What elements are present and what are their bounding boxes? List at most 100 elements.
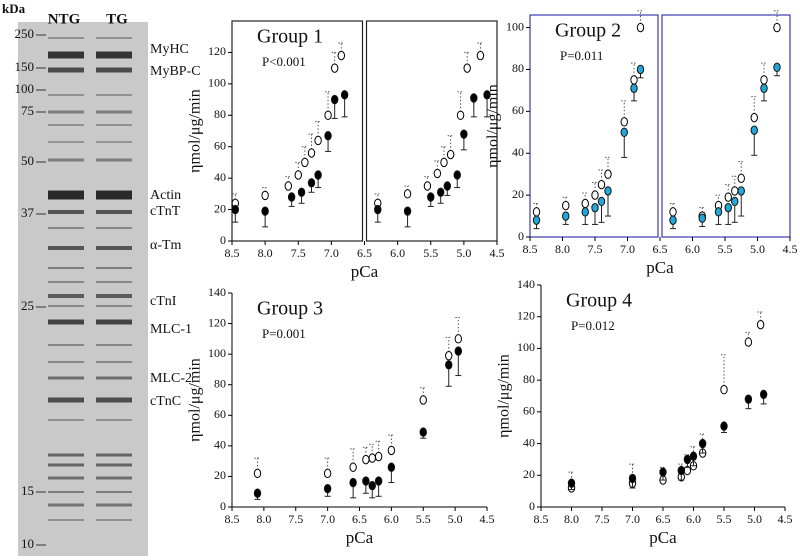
data-point <box>581 207 589 217</box>
marker-label: 250 <box>15 26 35 41</box>
data-point <box>324 110 332 120</box>
p-value: P=0.001 <box>262 326 306 341</box>
data-point <box>591 190 599 200</box>
data-point <box>460 129 468 139</box>
gel-band <box>48 503 84 507</box>
x-tick-label: 4.5 <box>480 512 495 526</box>
protein-label: cTnT <box>150 204 181 219</box>
data-point <box>330 94 339 105</box>
gel-band <box>96 246 132 250</box>
data-point <box>698 438 707 449</box>
data-point <box>368 480 376 491</box>
data-point <box>454 334 463 344</box>
frame <box>231 20 364 242</box>
data-point <box>714 207 723 217</box>
data-point <box>314 170 322 180</box>
data-point <box>597 179 606 190</box>
y-tick-label: 60 <box>214 138 226 152</box>
gel-band <box>96 190 132 200</box>
y-axis-label: ηmol/μg/min <box>485 84 502 168</box>
gel-band <box>96 305 132 307</box>
data-point <box>403 189 412 199</box>
marker-label: 25 <box>21 298 34 313</box>
x-tick-label: 6.0 <box>686 512 701 526</box>
data-point <box>669 207 677 217</box>
gel-band <box>48 344 84 346</box>
gel-band <box>96 519 132 521</box>
p-value: P=0.011 <box>560 48 603 63</box>
gel-band <box>48 397 84 403</box>
data-point <box>433 168 442 179</box>
gel-band <box>96 463 132 467</box>
data-point <box>581 198 589 209</box>
y-tick-label: 120 <box>208 315 226 329</box>
y-tick-label: 140 <box>517 277 535 291</box>
chart-title: Group 2 <box>555 20 621 42</box>
gel-band <box>96 397 132 403</box>
x-tick-label: 6.5 <box>653 242 668 256</box>
gel-band <box>48 491 84 493</box>
x-tick-label: 4.5 <box>783 242 798 256</box>
data-point <box>750 125 758 135</box>
y-tick-label: 0 <box>220 233 226 247</box>
data-point <box>773 22 781 33</box>
data-point <box>323 468 332 479</box>
gel-band <box>48 419 84 421</box>
frame <box>661 14 791 238</box>
p-value: P=0.012 <box>571 318 615 333</box>
frame <box>365 20 498 242</box>
data-point <box>724 202 732 213</box>
data-point <box>374 204 382 215</box>
gel-band <box>48 37 84 39</box>
gel-band <box>48 281 84 283</box>
data-point <box>419 427 427 437</box>
data-point <box>720 384 728 395</box>
data-point <box>463 63 471 73</box>
data-point <box>760 83 768 94</box>
x-tick-label: 8.5 <box>523 242 538 256</box>
data-point <box>744 394 753 404</box>
gel-band <box>48 361 84 363</box>
data-point <box>562 200 570 211</box>
gel-bands <box>48 37 132 521</box>
y-axis-label: ηmol/μg/min <box>187 89 204 173</box>
x-tick-label: 5.5 <box>416 512 431 526</box>
protein-label: MyBP-C <box>150 64 201 79</box>
marker-label: 10 <box>21 536 34 551</box>
gel-band <box>48 376 84 380</box>
x-tick-label: 8.0 <box>256 512 271 526</box>
y-tick-label: 120 <box>208 44 226 58</box>
y-axis-label: ηmol/μg/min <box>187 358 204 442</box>
data-point <box>483 90 491 100</box>
data-point <box>314 135 322 146</box>
x-tick-label: 6.0 <box>384 512 399 526</box>
y-tick-label: 40 <box>512 145 524 159</box>
chart-title: Group 1 <box>257 26 323 48</box>
gel-band <box>96 281 132 283</box>
data-point <box>562 211 570 221</box>
x-tick-label: 7.0 <box>625 512 640 526</box>
data-point <box>423 181 432 191</box>
data-point <box>720 421 728 431</box>
gel-band <box>96 503 132 507</box>
x-tick-label: 5.0 <box>456 246 471 260</box>
gel-band <box>48 158 84 162</box>
data-point <box>253 488 262 498</box>
gel-band <box>96 94 132 96</box>
data-point <box>307 178 316 188</box>
data-point <box>419 395 427 405</box>
protein-label: MyHC <box>150 42 189 57</box>
data-point <box>330 63 339 73</box>
x-tick-label: 6.5 <box>656 512 671 526</box>
x-tick-label: 7.5 <box>288 512 303 526</box>
x-tick-label: 8.0 <box>258 246 273 260</box>
data-point <box>362 476 370 486</box>
data-point <box>337 50 346 61</box>
y-tick-label: 20 <box>523 467 535 481</box>
data-point <box>476 50 485 61</box>
data-point <box>231 204 240 215</box>
y-tick-label: 80 <box>214 376 226 390</box>
gel-band <box>96 419 132 421</box>
protein-label: Actin <box>150 188 181 203</box>
data-point <box>760 75 768 85</box>
